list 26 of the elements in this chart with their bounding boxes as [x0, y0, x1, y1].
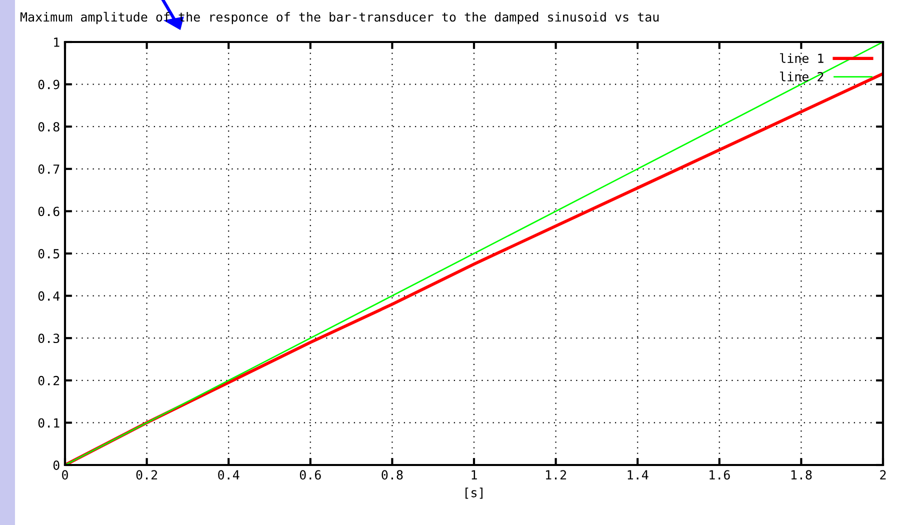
- x-tick-label: 1.4: [628, 470, 648, 480]
- legend-label: line 1: [780, 53, 824, 63]
- y-tick-label: 0: [53, 460, 60, 470]
- x-tick-label: 1.8: [791, 470, 812, 480]
- y-tick-label: 1: [54, 38, 60, 47]
- y-tick-label: 0.4: [38, 291, 60, 301]
- x-tick-label: 1.6: [710, 470, 730, 480]
- chart-title: Maximum amplitude of the responce of the bar-transducer to the damped sinusoid vs tau: [20, 12, 659, 24]
- x-tick-label: 2: [880, 470, 886, 480]
- y-tick-label: 0.7: [38, 164, 60, 174]
- x-tick-label: 0.4: [218, 470, 240, 480]
- x-axis-title: [s]: [466, 488, 482, 499]
- y-tick-label: 0.6: [38, 206, 60, 216]
- x-tick-label: 0: [62, 470, 68, 480]
- y-tick-label: 0.3: [38, 334, 60, 344]
- legend-label: line 2: [780, 72, 824, 82]
- y-tick-label: 0.5: [38, 249, 60, 258]
- y-tick-label: 0.8: [38, 122, 60, 132]
- x-tick-label: 1.2: [546, 470, 566, 480]
- x-tick-label: 0.8: [382, 470, 403, 480]
- y-tick-label: 0.2: [38, 376, 60, 386]
- x-tick-label: 0.6: [300, 470, 321, 480]
- x-tick-label: 0.2: [136, 470, 158, 480]
- x-tick-label: 1: [472, 470, 477, 480]
- y-tick-label: 0.1: [38, 418, 60, 428]
- y-tick-label: 0.9: [38, 80, 60, 90]
